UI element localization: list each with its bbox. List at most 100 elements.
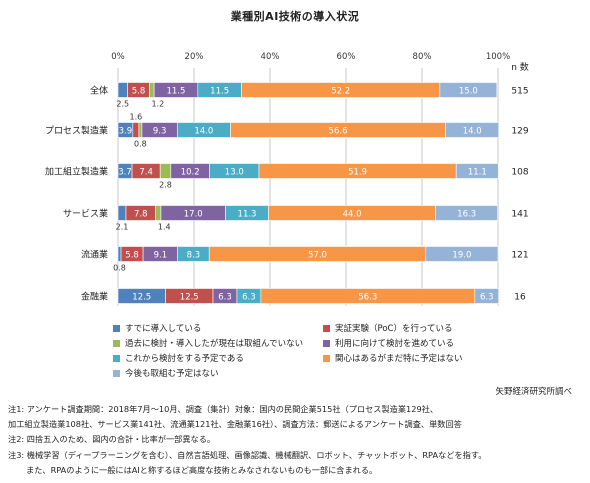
- data-label: 5.8: [132, 86, 146, 96]
- data-label: 12.5: [132, 292, 151, 302]
- data-label: 1.6: [129, 113, 142, 122]
- x-tick-label: 60%: [337, 52, 356, 62]
- data-label: 11.3: [238, 209, 257, 219]
- legend-swatch: [113, 339, 120, 347]
- data-label: 7.8: [134, 209, 148, 219]
- category-label: 加工組立製造業: [45, 166, 108, 178]
- bar-segment: [439, 82, 498, 98]
- legend-item: 関心はあるがまだ特に予定はない: [323, 352, 463, 364]
- note-line-4: 注3: 機械学習（ディープラーニングを含む）、自然言語処理、画像認識、機械翻訳、…: [8, 449, 487, 460]
- legend-item: これから検討をする予定である: [113, 352, 244, 364]
- data-label: 16.3: [457, 209, 476, 219]
- data-label: 6.3: [218, 292, 232, 302]
- legend-label: 関心はあるがまだ特に予定はない: [335, 354, 463, 364]
- chart-title: 業種別AI技術の導入状況: [230, 10, 360, 23]
- data-label: 2.8: [159, 181, 172, 190]
- note-line-3: 注2: 四捨五入のため、図内の合計・比率が一部異なる。: [8, 434, 216, 445]
- bar-segment: [117, 205, 127, 221]
- data-label: 6.3: [242, 292, 256, 302]
- notes-block: 注1: アンケート調査期間：2018年7月～10月、調査（集計）対象：国内の民間…: [8, 402, 588, 478]
- data-label: 13.0: [225, 167, 244, 177]
- data-label: 1.2: [151, 100, 164, 109]
- data-label: 11.1: [468, 167, 487, 177]
- bar-segment: [474, 288, 500, 304]
- data-label: 3.7: [118, 167, 132, 177]
- legend-label: すでに導入している: [125, 324, 202, 334]
- legend-item: すでに導入している: [113, 322, 201, 334]
- category-label: 金融業: [81, 291, 108, 303]
- category-label: 全体: [90, 85, 108, 97]
- bar-segment: [159, 163, 172, 179]
- legend-label: 利用に向けて検討を進めている: [335, 339, 455, 349]
- legend-label: 実証実験（PoC）を行っている: [335, 324, 453, 334]
- data-label: 52.2: [331, 86, 350, 96]
- data-label: 0.8: [113, 264, 126, 273]
- legend-label: これから検討をする予定である: [125, 354, 244, 364]
- data-label: 7.4: [139, 167, 153, 177]
- source-credit: 矢野経済研究所調べ: [495, 387, 572, 397]
- data-label: 2.5: [116, 100, 129, 109]
- legend-label: 今後も取組む予定はない: [125, 369, 219, 379]
- bar-segment: [149, 82, 155, 98]
- n-value: 108: [511, 168, 528, 178]
- legend-swatch: [113, 354, 120, 362]
- legend-swatch: [323, 354, 330, 362]
- data-label: 14.0: [194, 126, 213, 136]
- bar-segment: [455, 163, 499, 179]
- bar-segment: [445, 122, 500, 138]
- bar-segment: [117, 246, 122, 262]
- data-label: 17.0: [184, 209, 203, 219]
- data-label: 0.8: [134, 140, 147, 149]
- legend-swatch: [323, 324, 330, 332]
- bar-segment: [425, 246, 499, 262]
- data-label: 11.5: [210, 86, 229, 96]
- note-line-2: 加工組立製造業108社、サービス業141社、流通業121社、金融業16社）、調査…: [8, 419, 462, 430]
- n-value: 515: [511, 87, 528, 97]
- data-label: 12.5: [180, 292, 199, 302]
- bar-segment: [132, 122, 140, 138]
- note-line-5: また、RPAのように一般にはAIと称するほど高度な技術とみなされないものも一部に…: [26, 464, 378, 475]
- x-tick-label: 0%: [111, 52, 125, 62]
- data-label: 51.9: [348, 167, 367, 177]
- bar-segment: [138, 122, 143, 138]
- note-line-1: 注1: アンケート調査期間：2018年7月～10月、調査（集計）対象：国内の民間…: [8, 404, 439, 414]
- legend-item: 実証実験（PoC）を行っている: [323, 322, 453, 334]
- legend-swatch: [113, 324, 120, 332]
- n-header: n 数: [511, 61, 529, 73]
- data-label: 8.3: [187, 250, 201, 260]
- data-label: 56.6: [329, 126, 348, 136]
- data-label: 56.3: [358, 292, 377, 302]
- bar-segment: [155, 205, 162, 221]
- data-label: 6.3: [480, 292, 494, 302]
- legend-swatch: [323, 339, 330, 347]
- data-label: 9.1: [154, 250, 168, 260]
- bar-segment: [435, 205, 498, 221]
- legend-item: 利用に向けて検討を進めている: [323, 337, 454, 349]
- x-tick-label: 80%: [413, 52, 432, 62]
- category-label: 流通業: [81, 249, 108, 261]
- n-value: 16: [514, 293, 526, 303]
- data-label: 5.8: [125, 250, 139, 260]
- data-label: 9.3: [153, 126, 167, 136]
- data-label: 15.0: [459, 86, 478, 96]
- bar-segment: [117, 82, 128, 98]
- x-tick-label: 20%: [185, 52, 204, 62]
- category-label: プロセス製造業: [45, 125, 108, 137]
- n-value: 129: [511, 127, 528, 137]
- data-label: 1.4: [158, 223, 171, 232]
- data-label: 2.1: [116, 223, 129, 232]
- n-value: 141: [511, 210, 528, 220]
- legend-item: 過去に検討・導入したが現在は取組んでいない: [113, 337, 303, 349]
- data-label: 11.5: [166, 86, 185, 96]
- legend-label: 過去に検討・導入したが現在は取組んでいない: [125, 339, 304, 349]
- data-label: 19.0: [452, 250, 471, 260]
- x-tick-label: 100%: [486, 52, 510, 62]
- data-label: 57.0: [308, 250, 327, 260]
- x-tick-label: 40%: [261, 52, 280, 62]
- data-label: 44.0: [343, 209, 362, 219]
- data-label: 14.0: [463, 126, 482, 136]
- n-value: 121: [511, 251, 528, 261]
- data-label: 10.2: [181, 167, 200, 177]
- category-label: サービス業: [63, 208, 108, 220]
